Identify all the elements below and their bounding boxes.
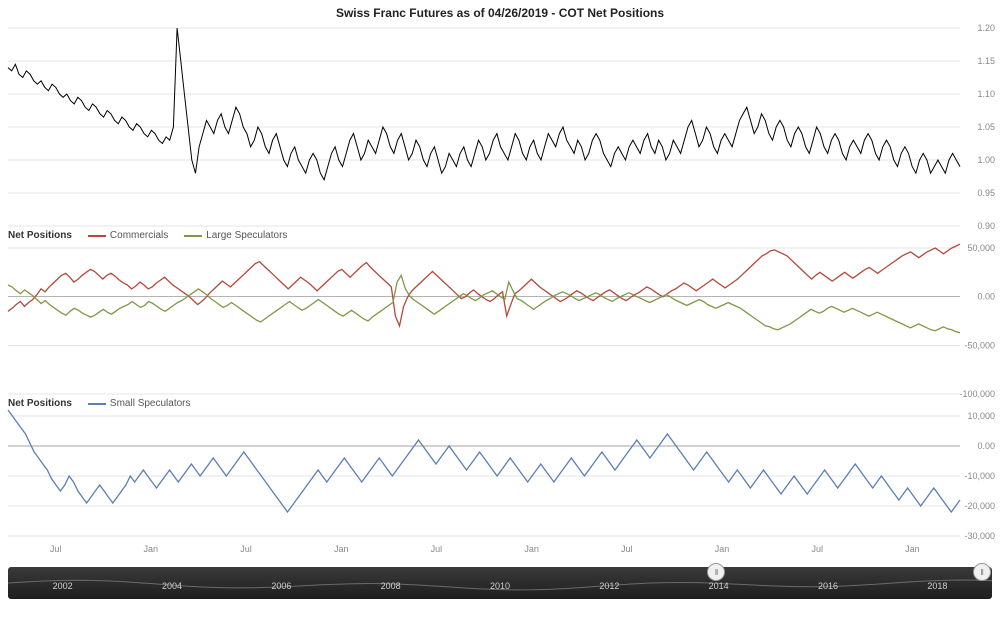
svg-text:-100,000: -100,000 <box>959 389 995 398</box>
svg-text:50,000: 50,000 <box>967 243 995 253</box>
svg-text:1.05: 1.05 <box>977 122 995 132</box>
svg-text:1.20: 1.20 <box>977 23 995 33</box>
small-spec-swatch <box>88 403 106 405</box>
positions-legend: Net Positions Commercials Large Speculat… <box>8 230 287 241</box>
legend-small-spec: Small Speculators <box>88 398 191 409</box>
svg-text:0.95: 0.95 <box>977 188 995 198</box>
svg-text:Jan: Jan <box>905 544 920 554</box>
svg-text:Jan: Jan <box>715 544 730 554</box>
svg-text:1.15: 1.15 <box>977 56 995 66</box>
svg-text:Jul: Jul <box>240 544 252 554</box>
svg-text:Jul: Jul <box>431 544 443 554</box>
price-panel: 0.90 0.95 1.00 1.05 1.10 1.15 1.20 <box>0 22 1000 230</box>
time-navigator[interactable]: 200220042006200820102012201420162018‖‖ <box>8 567 992 599</box>
svg-text:Jul: Jul <box>811 544 823 554</box>
svg-text:0.00: 0.00 <box>977 441 995 451</box>
chart-title: Swiss Franc Futures as of 04/26/2019 - C… <box>0 0 1000 22</box>
positions-panel: Net Positions Commercials Large Speculat… <box>0 230 1000 398</box>
nav-year-label: 2016 <box>818 581 838 591</box>
legend-commercials-label: Commercials <box>110 230 168 241</box>
small-spec-legend-label: Net Positions <box>8 398 72 409</box>
nav-year-label: 2014 <box>709 581 729 591</box>
nav-year-label: 2010 <box>490 581 510 591</box>
nav-year-label: 2006 <box>271 581 291 591</box>
legend-commercials: Commercials <box>88 230 168 241</box>
small-spec-legend: Net Positions Small Speculators <box>8 398 191 409</box>
legend-small-spec-label: Small Speculators <box>110 398 191 409</box>
nav-year-label: 2012 <box>599 581 619 591</box>
svg-text:-50,000: -50,000 <box>964 340 995 350</box>
commercials-swatch <box>88 235 106 237</box>
svg-text:Jan: Jan <box>144 544 159 554</box>
svg-text:-20,000: -20,000 <box>964 501 995 511</box>
large-spec-swatch <box>184 235 202 237</box>
svg-text:0.90: 0.90 <box>977 221 995 230</box>
svg-text:-10,000: -10,000 <box>964 471 995 481</box>
small-spec-panel: Net Positions Small Speculators -30,000-… <box>0 398 1000 540</box>
svg-text:0.00: 0.00 <box>977 292 995 302</box>
nav-year-label: 2018 <box>927 581 947 591</box>
x-axis-categories: Jul Jan Jul Jan Jul Jan Jul Jan Jul Jan <box>0 540 1000 558</box>
small-spec-chart: -30,000 -20,000 -10,000 0.00 10,000 <box>0 398 1000 540</box>
positions-legend-label: Net Positions <box>8 230 72 241</box>
svg-text:Jul: Jul <box>621 544 633 554</box>
nav-year-label: 2008 <box>381 581 401 591</box>
nav-year-label: 2004 <box>162 581 182 591</box>
price-chart: 0.90 0.95 1.00 1.05 1.10 1.15 1.20 <box>0 22 1000 230</box>
svg-text:10,000: 10,000 <box>967 411 995 421</box>
nav-year-label: 2002 <box>53 581 73 591</box>
legend-large-spec: Large Speculators <box>184 230 287 241</box>
svg-text:Jul: Jul <box>50 544 62 554</box>
svg-text:Jan: Jan <box>334 544 349 554</box>
svg-text:1.00: 1.00 <box>977 155 995 165</box>
positions-chart: -100,000 -50,000 0.00 50,000 <box>0 230 1000 398</box>
legend-large-spec-label: Large Speculators <box>206 230 287 241</box>
svg-text:-30,000: -30,000 <box>964 531 995 540</box>
svg-text:Jan: Jan <box>524 544 539 554</box>
svg-text:1.10: 1.10 <box>977 89 995 99</box>
